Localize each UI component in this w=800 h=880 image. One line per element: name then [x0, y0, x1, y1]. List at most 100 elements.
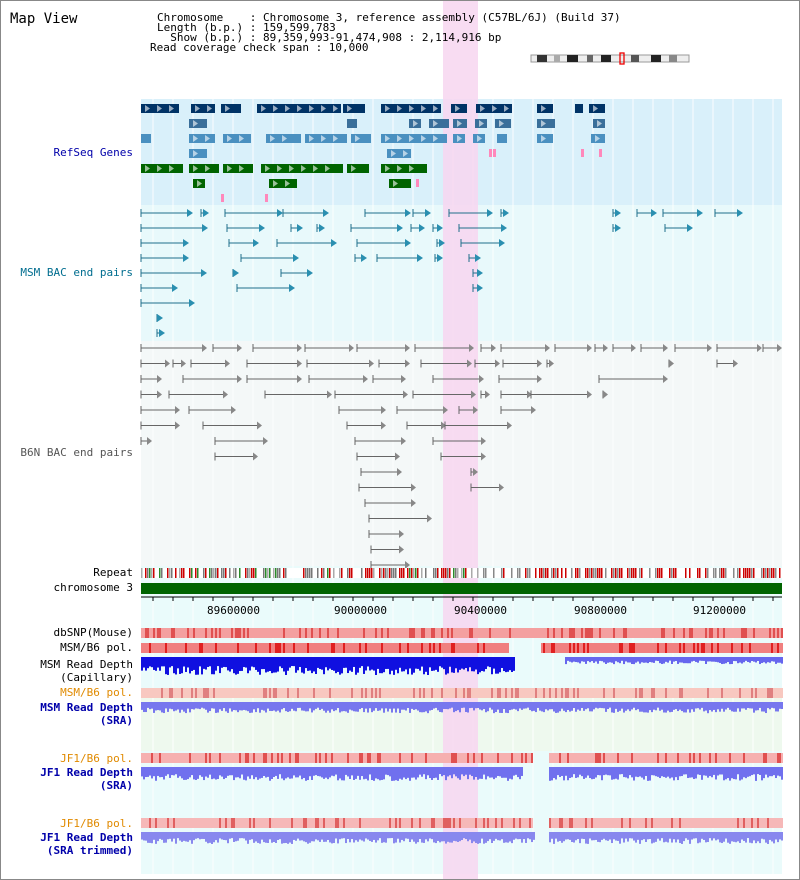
heat-cell [469, 688, 471, 698]
heat-cell [515, 688, 517, 698]
heat-cell [333, 688, 335, 698]
heat-cell [521, 688, 523, 698]
depth-bar [297, 702, 299, 708]
depth-bar [477, 832, 479, 844]
heat-cell [273, 688, 275, 698]
depth-bar [291, 767, 293, 779]
depth-bar [183, 832, 185, 841]
depth-bar [143, 767, 145, 780]
depth-bar [405, 832, 407, 839]
depth-bar [531, 702, 533, 712]
heat-cell [689, 818, 691, 828]
heat-cell [699, 688, 701, 698]
heat-cell [679, 688, 681, 698]
heat-cell [527, 688, 529, 698]
heat-cell [289, 628, 291, 638]
heat-cell [327, 753, 329, 763]
heat-cell [577, 753, 579, 763]
heat-cell [569, 688, 571, 698]
depth-bar [351, 702, 353, 711]
depth-bar [703, 767, 705, 776]
depth-bar [263, 657, 265, 670]
depth-bar [495, 767, 497, 778]
heat-cell [451, 753, 453, 763]
depth-bar [301, 657, 303, 673]
track-label-msm-bac[interactable]: MSM BAC end pairs [20, 266, 133, 279]
depth-bar [721, 657, 723, 665]
heat-cell [481, 688, 483, 698]
depth-bar [713, 657, 715, 662]
depth-bar [601, 767, 603, 781]
heat-cell [639, 688, 641, 698]
track-label-b6n-bac[interactable]: B6N BAC end pairs [20, 446, 133, 459]
depth-bar [257, 657, 259, 672]
depth-bar [293, 657, 295, 667]
heat-cell [639, 643, 641, 653]
heat-cell [185, 753, 187, 763]
track-label-msm-depth-cap[interactable]: MSM Read Depth [40, 658, 133, 671]
heat-cell [451, 628, 453, 638]
heat-cell [525, 688, 527, 698]
heat-cell [147, 753, 149, 763]
depth-bar [631, 832, 633, 839]
heat-cell [153, 628, 155, 638]
heat-cell [513, 753, 515, 763]
heat-cell [521, 818, 523, 828]
track-label-dbsnp[interactable]: dbSNP(Mouse) [53, 626, 133, 639]
depth-bar [311, 767, 313, 780]
track-label-jf1-depth-trim[interactable]: JF1 Read Depth [40, 831, 133, 844]
heat-cell [701, 643, 703, 653]
track-label-refseq[interactable]: RefSeq Genes [53, 146, 133, 159]
depth-bar [375, 657, 377, 675]
depth-bar [735, 832, 737, 843]
depth-bar [557, 702, 559, 713]
heat-cell [499, 818, 501, 828]
heat-cell [755, 628, 757, 638]
heat-cell [643, 688, 645, 698]
track-label-msm-depth-sra[interactable]: MSM Read Depth [40, 701, 133, 714]
heat-cell [517, 628, 519, 638]
heat-cell [481, 818, 483, 828]
track-label-jf1-b6-pol-2[interactable]: JF1/B6 pol. [60, 817, 133, 830]
depth-bar [247, 832, 249, 844]
depth-bar [205, 767, 207, 777]
heat-cell [423, 628, 425, 638]
depth-bar [199, 767, 201, 776]
heat-cell [333, 628, 335, 638]
heat-cell [529, 688, 531, 698]
depth-bar [415, 832, 417, 844]
heat-cell [699, 753, 701, 763]
heat-cell [293, 688, 295, 698]
heat-cell [463, 688, 465, 698]
track-label-msm-b6-pol[interactable]: MSM/B6 pol. [60, 641, 133, 654]
depth-bar [193, 657, 195, 670]
heat-cell [643, 818, 645, 828]
heat-cell [207, 628, 209, 638]
heat-cell [523, 628, 525, 638]
heat-cell [599, 818, 601, 828]
heat-cell [603, 628, 605, 638]
heat-cell [181, 818, 183, 828]
depth-bar [509, 702, 511, 711]
track-label-jf1-b6-pol[interactable]: JF1/B6 pol. [60, 752, 133, 765]
depth-bar [507, 767, 509, 781]
heat-cell [463, 628, 465, 638]
depth-bar [489, 657, 491, 668]
depth-bar [695, 702, 697, 709]
heat-cell [627, 818, 629, 828]
depth-bar [633, 657, 635, 665]
heat-cell [607, 643, 609, 653]
depth-bar [369, 657, 371, 671]
heat-cell [217, 628, 219, 638]
heat-cell [371, 818, 373, 828]
depth-bar [399, 832, 401, 843]
heat-cell [743, 688, 745, 698]
heat-cell [215, 818, 217, 828]
track-label-msm-b6-pol-2[interactable]: MSM/B6 pol. [60, 686, 133, 699]
depth-bar [705, 767, 707, 776]
heat-cell [513, 688, 515, 698]
heat-cell [367, 818, 369, 828]
depth-bar [299, 767, 301, 776]
track-label-jf1-depth-sra[interactable]: JF1 Read Depth [40, 766, 133, 779]
